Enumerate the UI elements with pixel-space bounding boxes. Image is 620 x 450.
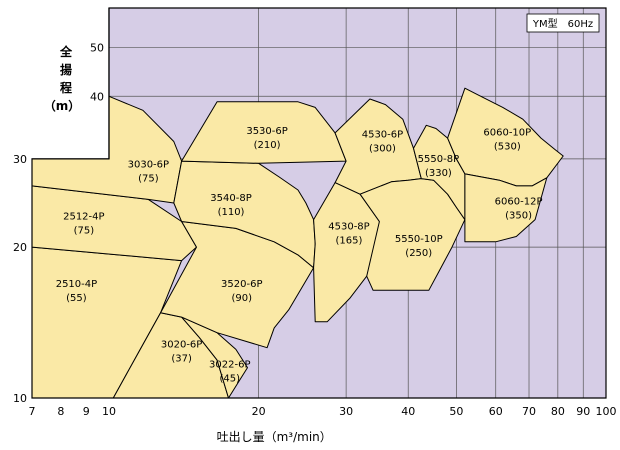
region-name-label: 3020-6P (161, 339, 202, 350)
x-tick-label: 20 (252, 405, 266, 418)
region-capacity-label: (45) (220, 373, 241, 384)
x-tick-label: 10 (102, 405, 116, 418)
region-capacity-label: (530) (494, 141, 521, 152)
region-name-label: 5550-10P (395, 234, 443, 245)
y-tick-label: 50 (90, 42, 104, 55)
region-name-label: 6060-10P (483, 127, 531, 138)
y-tick-label: 10 (13, 392, 27, 405)
region-capacity-label: (55) (66, 293, 87, 304)
region-capacity-label: (330) (425, 168, 452, 179)
region-name-label: 6060-12P (495, 197, 543, 208)
plot-frame (31, 7, 607, 399)
y-tick-label: 40 (90, 90, 104, 103)
region-capacity-label: (210) (254, 140, 281, 151)
x-tick-label: 40 (401, 405, 415, 418)
region-name-label: 3520-6P (221, 279, 262, 290)
y-axis-title: 揚 (60, 62, 72, 77)
region-name-label: 3030-6P (128, 159, 169, 170)
x-tick-label: 9 (83, 405, 90, 418)
region-name-label: 3530-6P (246, 126, 287, 137)
x-tick-label: 90 (576, 405, 590, 418)
x-tick-label: 30 (339, 405, 353, 418)
y-tick-label: 30 (13, 153, 27, 166)
x-tick-label: 80 (551, 405, 565, 418)
region-capacity-label: (300) (369, 143, 396, 154)
region-capacity-label: (75) (138, 173, 159, 184)
x-tick-label: 7 (29, 405, 36, 418)
region-6060-12p (464, 173, 548, 243)
region-capacity-label: (37) (171, 353, 192, 364)
region-name-label: 2510-4P (56, 279, 97, 290)
region-capacity-label: (165) (336, 235, 363, 246)
legend-box (526, 13, 600, 33)
region-3530-6p (181, 101, 347, 164)
x-tick-label: 70 (522, 405, 536, 418)
region-capacity-label: (90) (232, 293, 253, 304)
region-name-label: 4530-6P (362, 129, 403, 140)
y-tick-label: 20 (13, 241, 27, 254)
region-name-label: 2512-4P (63, 211, 104, 222)
region-capacity-label: (350) (505, 211, 532, 222)
region-capacity-label: (250) (405, 248, 432, 259)
region-name-label: 3540-8P (210, 193, 251, 204)
region-name-label: 3022-6P (209, 359, 250, 370)
region-capacity-label: (110) (218, 207, 245, 218)
region-name-label: 5550-8P (418, 154, 459, 165)
x-tick-label: 8 (57, 405, 64, 418)
region-capacity-label: (75) (74, 225, 95, 236)
y-axis-title: 程 (60, 80, 72, 95)
x-tick-label: 60 (489, 405, 503, 418)
x-tick-label: 100 (596, 405, 617, 418)
legend-label: YM型 60Hz (532, 17, 593, 30)
y-axis-title: （m） (44, 98, 81, 113)
region-name-label: 4530-8P (328, 221, 369, 232)
region-3022-6p (181, 316, 248, 399)
x-axis-title: 吐出し量（m³/min） (217, 430, 332, 444)
y-axis-title: 全 (59, 44, 73, 59)
x-tick-label: 50 (449, 405, 463, 418)
